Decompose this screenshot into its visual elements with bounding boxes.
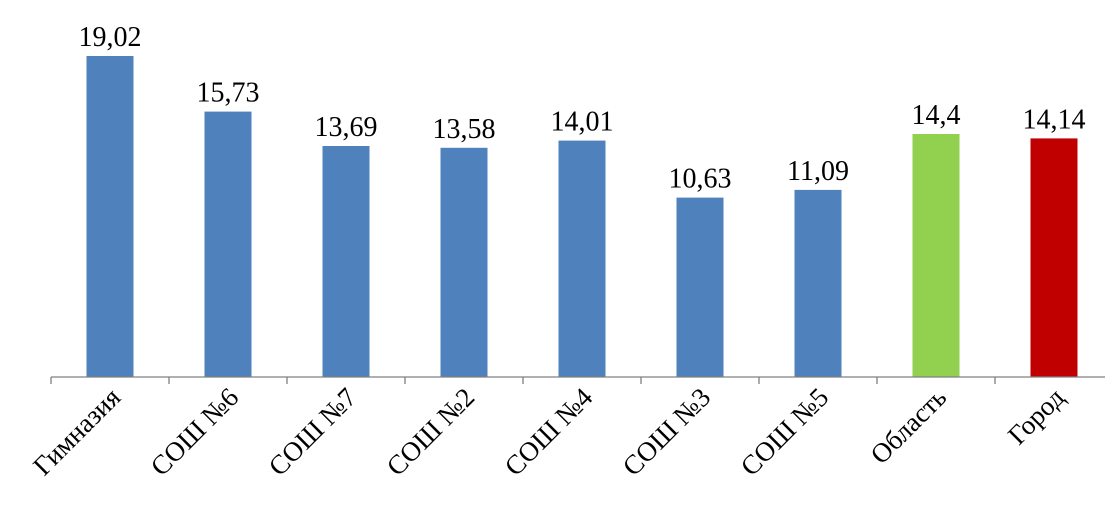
bar-3: [322, 146, 370, 377]
data-label-5: 14,01: [551, 107, 614, 138]
bar-1: [86, 56, 134, 377]
x-tick-label-9: Город: [1002, 382, 1071, 451]
x-tick-label-3: СОШ №7: [263, 382, 363, 482]
bar-9: [1030, 138, 1078, 377]
data-label-2: 15,73: [197, 78, 260, 109]
data-labels-group: 19,02 15,73 13,69 13,58 14,01 10,63 11,09 14,4 1…: [79, 22, 1086, 195]
bar-4: [440, 147, 488, 377]
bar-8: [912, 134, 960, 377]
bars-group: [86, 56, 1078, 377]
bar-6: [676, 197, 724, 377]
x-tick-label-6: СОШ №3: [617, 382, 717, 482]
data-label-4: 13,58: [433, 114, 496, 145]
x-tick-label-7: СОШ №5: [735, 382, 835, 482]
x-tick-labels-group: Гимназия СОШ №6 СОШ №7 СОШ №2 СОШ №4 СОШ №3 СО…: [27, 382, 1070, 482]
data-label-3: 13,69: [315, 112, 378, 143]
bar-2: [204, 111, 252, 377]
x-tick-label-4: СОШ №2: [381, 382, 481, 482]
data-label-9: 14,14: [1023, 104, 1086, 135]
x-tick-label-1: Гимназия: [27, 382, 126, 481]
x-tick-label-5: СОШ №4: [499, 382, 599, 482]
x-axis: [50, 376, 1105, 384]
data-label-6: 10,63: [669, 164, 732, 195]
bar-7: [794, 189, 842, 377]
x-tick-label-8: Область: [864, 382, 952, 470]
data-label-8: 14,4: [912, 100, 961, 131]
data-label-1: 19,02: [79, 22, 142, 53]
bar-5: [558, 140, 606, 377]
x-tick-label-2: СОШ №6: [145, 382, 245, 482]
data-label-7: 11,09: [787, 156, 849, 187]
